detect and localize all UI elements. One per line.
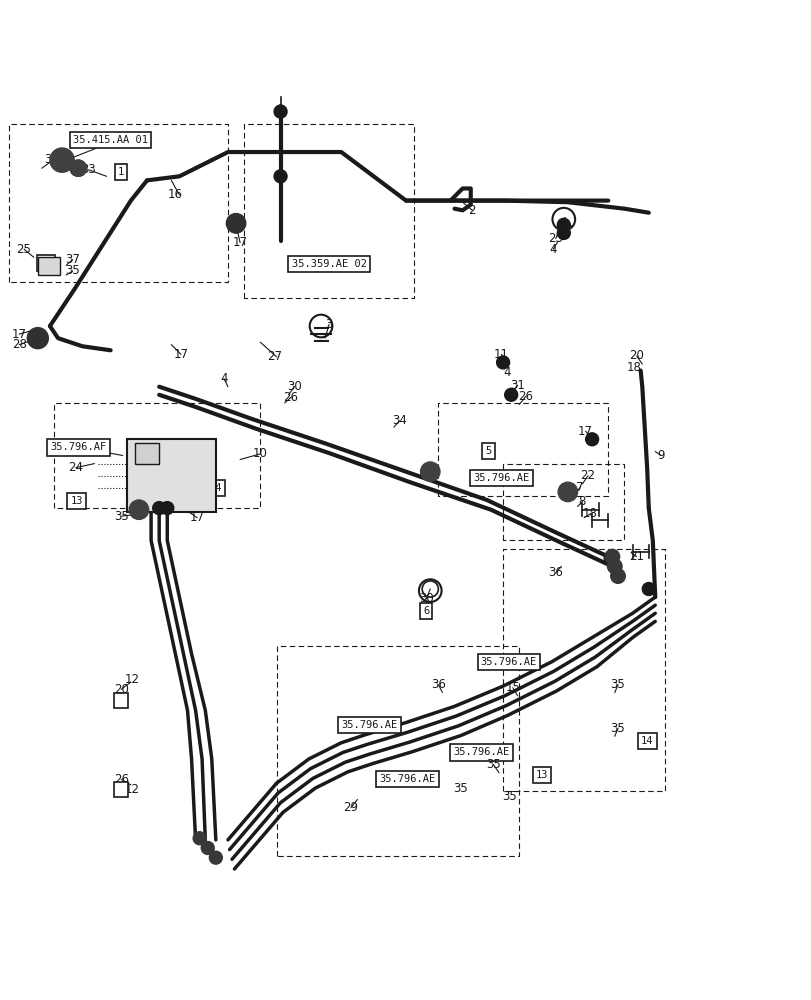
Text: 7: 7 xyxy=(576,481,583,494)
Text: 11: 11 xyxy=(493,348,508,361)
Circle shape xyxy=(52,150,71,170)
Text: 35.796.AE: 35.796.AE xyxy=(453,747,508,757)
Circle shape xyxy=(603,552,616,565)
Text: 9: 9 xyxy=(656,449,664,462)
Text: 28: 28 xyxy=(11,338,27,351)
Text: 26: 26 xyxy=(283,391,298,404)
Circle shape xyxy=(28,328,49,349)
Circle shape xyxy=(277,105,285,113)
Circle shape xyxy=(496,356,509,369)
Text: 35.359.AE 02: 35.359.AE 02 xyxy=(291,259,367,269)
Text: 27: 27 xyxy=(267,350,282,363)
Text: 13: 13 xyxy=(71,496,83,506)
Circle shape xyxy=(504,388,517,401)
Circle shape xyxy=(129,500,148,519)
Circle shape xyxy=(193,832,206,845)
Text: 35: 35 xyxy=(610,678,624,691)
Circle shape xyxy=(70,160,86,176)
Text: 13: 13 xyxy=(535,770,547,780)
Text: 15: 15 xyxy=(504,681,520,694)
Text: 21: 21 xyxy=(629,550,643,563)
Text: 3: 3 xyxy=(325,318,333,331)
Circle shape xyxy=(420,462,440,481)
Text: 35: 35 xyxy=(486,758,500,771)
Text: 36: 36 xyxy=(547,566,563,579)
Circle shape xyxy=(556,226,569,239)
Text: 35.796.AE: 35.796.AE xyxy=(473,473,529,483)
Circle shape xyxy=(556,218,569,231)
Circle shape xyxy=(642,583,654,595)
Bar xyxy=(38,257,60,275)
Text: 20: 20 xyxy=(629,349,643,362)
Circle shape xyxy=(226,214,246,233)
Text: 12: 12 xyxy=(125,783,139,796)
Text: 35: 35 xyxy=(114,510,128,523)
Text: 35.796.AE: 35.796.AE xyxy=(341,720,397,730)
Text: 16: 16 xyxy=(168,188,182,201)
Text: 35.415.AA 01: 35.415.AA 01 xyxy=(73,135,148,145)
Text: 25: 25 xyxy=(16,243,32,256)
Bar xyxy=(135,443,159,464)
Text: 17: 17 xyxy=(174,348,188,361)
Bar xyxy=(127,439,216,512)
Text: 18: 18 xyxy=(582,507,597,520)
Text: 22: 22 xyxy=(580,469,594,482)
Text: 26: 26 xyxy=(114,773,128,786)
Circle shape xyxy=(228,217,244,233)
Text: 34: 34 xyxy=(392,414,406,427)
Text: 20: 20 xyxy=(114,683,128,696)
Text: 14: 14 xyxy=(209,483,222,493)
Text: 4: 4 xyxy=(549,243,556,256)
Circle shape xyxy=(585,433,598,446)
Text: 37: 37 xyxy=(65,253,80,266)
Text: 18: 18 xyxy=(626,361,641,374)
Circle shape xyxy=(607,559,621,574)
Circle shape xyxy=(152,502,165,515)
Text: 19: 19 xyxy=(40,258,52,268)
Text: 35.796.AE: 35.796.AE xyxy=(379,774,436,784)
Circle shape xyxy=(161,502,174,515)
Text: 23: 23 xyxy=(547,232,563,245)
Text: 35: 35 xyxy=(65,264,79,277)
Text: 14: 14 xyxy=(640,736,653,746)
Circle shape xyxy=(50,148,74,172)
Text: 2: 2 xyxy=(468,204,475,217)
Text: 35: 35 xyxy=(501,790,517,803)
Text: 8: 8 xyxy=(578,495,586,508)
Text: 32: 32 xyxy=(44,153,59,166)
Text: 17: 17 xyxy=(11,328,27,341)
Text: 35.796.AE: 35.796.AE xyxy=(480,657,536,667)
Text: 17: 17 xyxy=(577,425,592,438)
Text: 4: 4 xyxy=(503,366,510,379)
Text: 33: 33 xyxy=(81,163,96,176)
Circle shape xyxy=(70,160,86,176)
Text: 31: 31 xyxy=(509,379,525,392)
Circle shape xyxy=(557,482,577,502)
Circle shape xyxy=(274,105,287,118)
Text: 35.796.AF: 35.796.AF xyxy=(50,442,106,452)
Text: 26: 26 xyxy=(517,390,533,403)
Text: 30: 30 xyxy=(418,592,433,605)
Text: 6: 6 xyxy=(423,606,429,616)
Text: 30: 30 xyxy=(286,380,302,393)
Text: 4: 4 xyxy=(220,372,227,385)
Text: 5: 5 xyxy=(485,446,491,456)
Text: 12: 12 xyxy=(125,673,139,686)
Text: 35: 35 xyxy=(610,722,624,735)
Bar xyxy=(114,782,128,797)
Text: 17: 17 xyxy=(190,511,204,524)
Circle shape xyxy=(604,549,619,564)
Text: 29: 29 xyxy=(343,801,358,814)
Circle shape xyxy=(274,170,287,183)
Circle shape xyxy=(610,569,624,583)
Bar xyxy=(114,693,128,708)
Text: 1: 1 xyxy=(118,167,124,177)
Text: 17: 17 xyxy=(232,236,247,249)
Text: 10: 10 xyxy=(252,447,268,460)
Text: 35: 35 xyxy=(453,782,468,795)
Circle shape xyxy=(209,851,222,864)
Circle shape xyxy=(201,841,214,854)
Text: 24: 24 xyxy=(68,461,84,474)
Text: 36: 36 xyxy=(431,678,445,691)
